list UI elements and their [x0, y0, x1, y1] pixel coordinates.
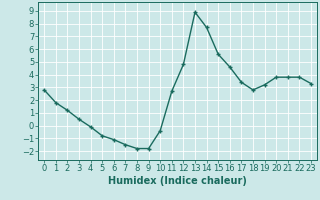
- X-axis label: Humidex (Indice chaleur): Humidex (Indice chaleur): [108, 176, 247, 186]
